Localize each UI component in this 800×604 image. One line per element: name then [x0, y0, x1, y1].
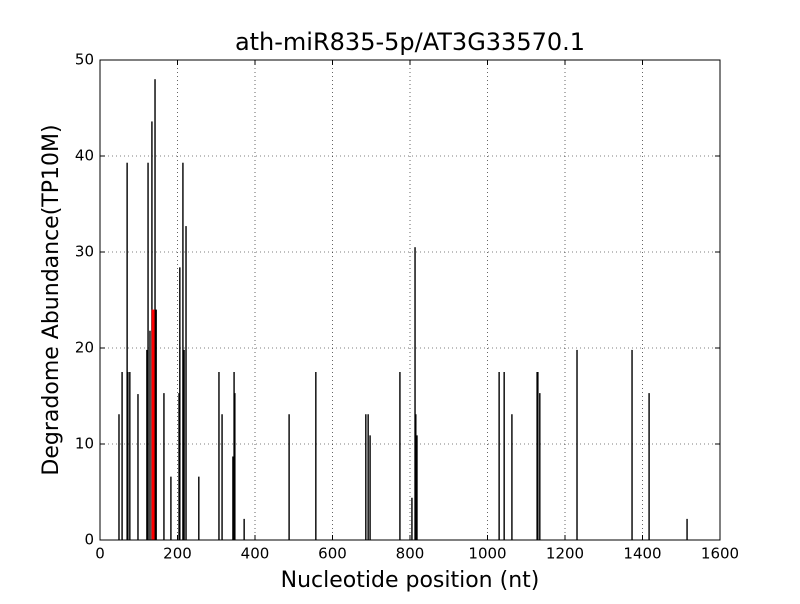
- x-tick-label: 1600: [701, 545, 739, 563]
- x-tick-label: 1400: [623, 545, 661, 563]
- bar: [170, 476, 172, 540]
- bar: [648, 393, 650, 540]
- bar: [149, 330, 151, 540]
- bar: [137, 394, 139, 540]
- bar: [416, 435, 418, 540]
- bar: [232, 456, 234, 540]
- bar: [151, 309, 155, 540]
- bar: [631, 349, 633, 540]
- bar: [243, 518, 245, 540]
- x-tick-label: 600: [318, 545, 347, 563]
- bar: [503, 372, 505, 540]
- x-tick-label: 1000: [468, 545, 506, 563]
- bar: [686, 518, 688, 540]
- bar: [127, 372, 129, 540]
- bar: [367, 414, 369, 540]
- bar: [178, 393, 180, 540]
- bar: [369, 435, 371, 540]
- bar: [511, 414, 513, 540]
- bar: [576, 349, 578, 540]
- x-tick-label: 200: [163, 545, 192, 563]
- bar: [129, 372, 131, 540]
- bar: [126, 162, 128, 540]
- bar: [163, 393, 165, 540]
- bar: [221, 414, 223, 540]
- x-tick-label: 800: [396, 545, 425, 563]
- x-axis-label: Nucleotide position (nt): [281, 568, 540, 593]
- x-tick-label: 1200: [546, 545, 584, 563]
- bar: [536, 372, 538, 540]
- bar: [288, 414, 290, 540]
- bar: [411, 497, 413, 540]
- bar: [185, 226, 187, 540]
- bar: [315, 372, 317, 540]
- plot-frame: [99, 59, 721, 541]
- bar: [498, 372, 500, 540]
- y-tick-label: 0: [84, 531, 94, 549]
- bar: [218, 372, 220, 540]
- x-tick-label: 400: [241, 545, 270, 563]
- y-axis-label: Degradome Abundance(TP10M): [39, 124, 64, 475]
- chart-title: ath-miR835-5p/AT3G33570.1: [235, 28, 585, 56]
- bar: [539, 393, 541, 540]
- y-tick-label: 20: [75, 339, 94, 357]
- bar: [118, 414, 120, 540]
- bar: [537, 372, 539, 540]
- bar: [154, 79, 156, 540]
- bar: [399, 372, 401, 540]
- y-tick-label: 30: [75, 243, 94, 261]
- y-tick-label: 50: [75, 51, 94, 69]
- bar: [234, 393, 236, 540]
- bar: [147, 162, 149, 540]
- bar: [365, 414, 367, 540]
- y-tick-label: 40: [75, 147, 94, 165]
- bar: [198, 476, 200, 540]
- bar: [155, 309, 157, 540]
- bar: [182, 162, 184, 540]
- bar: [183, 349, 185, 540]
- x-tick-label: 0: [95, 545, 105, 563]
- bar: [415, 414, 417, 540]
- bar: [179, 267, 181, 540]
- bar: [414, 247, 416, 540]
- y-tick-label: 10: [75, 435, 94, 453]
- bar: [233, 372, 235, 540]
- bar: [146, 349, 148, 540]
- bar: [121, 372, 123, 540]
